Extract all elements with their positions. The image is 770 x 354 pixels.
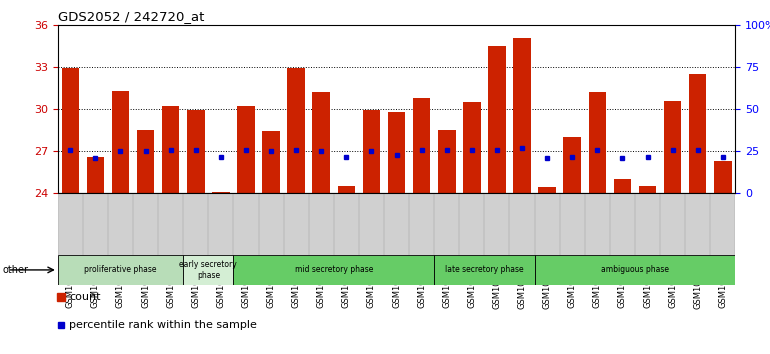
Text: percentile rank within the sample: percentile rank within the sample [69,320,257,330]
Text: mid secretory phase: mid secretory phase [295,266,373,274]
Text: GDS2052 / 242720_at: GDS2052 / 242720_at [58,10,204,23]
Bar [313,92,330,193]
Bar [237,106,255,193]
Bar [413,98,430,193]
Bar [488,46,506,193]
Bar [263,131,280,193]
Bar [137,130,154,193]
Bar [187,110,205,193]
Bar [714,161,732,193]
Bar [438,130,456,193]
Bar [614,179,631,193]
Bar [287,68,305,193]
Bar [463,102,480,193]
Bar [588,92,606,193]
Bar [233,255,434,285]
Bar [162,106,179,193]
Bar [564,137,581,193]
Bar [58,255,183,285]
Bar [62,68,79,193]
Text: ambiguous phase: ambiguous phase [601,266,669,274]
Text: other: other [2,265,28,275]
Text: early secretory
phase: early secretory phase [179,260,237,280]
Bar [388,112,405,193]
Text: proliferative phase: proliferative phase [84,266,157,274]
Bar [434,255,534,285]
Bar [183,255,233,285]
Bar [689,74,707,193]
Bar [337,186,355,193]
Bar [212,192,229,193]
Bar [86,156,104,193]
Bar [664,101,681,193]
Text: late secretory phase: late secretory phase [445,266,524,274]
Bar [514,38,531,193]
Text: count: count [69,292,101,302]
Bar [639,186,656,193]
Bar [112,91,129,193]
Bar [534,255,735,285]
Bar [538,187,556,193]
Bar [363,110,380,193]
